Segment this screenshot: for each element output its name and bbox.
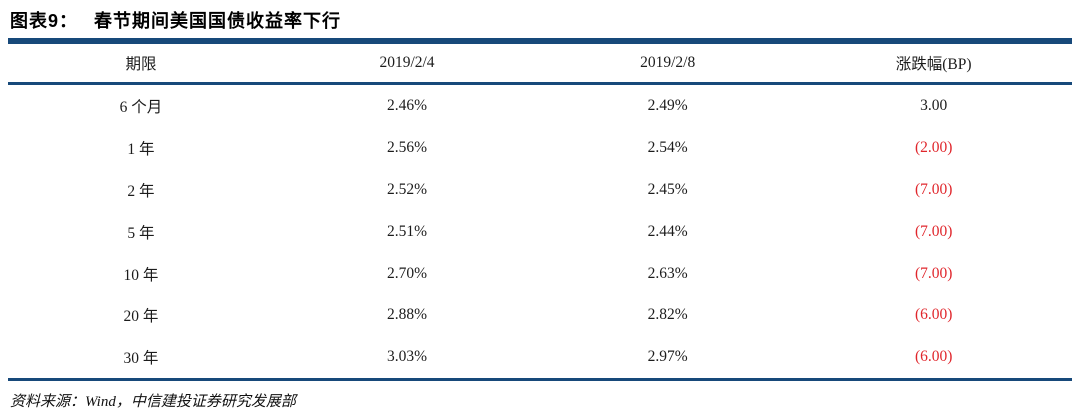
cell-term: 30 年 [123,350,159,368]
source-note: 资料来源：Wind，中信建投证券研究发展部 [10,394,296,411]
table-bottom-divider [8,378,1072,382]
cell-change-bp: (7.00) [914,180,953,198]
cell-yield-date2: 2.82% [647,306,688,324]
cell-yield-date1: 2.70% [386,264,428,282]
cell-yield-date2: 2.63% [647,264,688,282]
figure-label: 图表9： [10,11,79,31]
cell-yield-date1: 2.56% [386,138,428,156]
cell-change-bp: 3.00 [920,96,948,114]
cell-change-bp: (6.00) [914,306,953,324]
cell-yield-date2: 2.49% [647,96,688,114]
cell-change-bp: (7.00) [914,222,953,240]
cell-yield-date2: 2.45% [647,180,688,198]
table-body: 6 个月 2.46% 2.49% 3.00 1 年 2.56% 2.54% (2… [8,85,1072,378]
header-divider [8,82,1072,85]
column-header-date1: 2019/2/4 [379,54,435,71]
cell-term: 1 年 [127,140,155,158]
table-row: 20 年 2.88% 2.82% (6.00) [8,294,1072,336]
column-header-date2: 2019/2/8 [640,54,696,71]
column-header-term: 期限 [125,56,157,73]
column-header-change: 涨跌幅(BP) [895,56,972,73]
table-row: 1 年 2.56% 2.54% (2.00) [8,127,1072,169]
cell-change-bp: (7.00) [914,264,953,282]
table-header-row: 期限 2019/2/4 2019/2/8 涨跌幅(BP) [8,44,1072,82]
cell-change-bp: (2.00) [914,138,953,156]
table-row: 2 年 2.52% 2.45% (7.00) [8,169,1072,211]
cell-change-bp: (6.00) [914,348,953,366]
cell-yield-date2: 2.54% [647,138,688,156]
cell-term: 10 年 [123,266,159,284]
table-row: 5 年 2.51% 2.44% (7.00) [8,211,1072,253]
table-row: 6 个月 2.46% 2.49% 3.00 [8,85,1072,127]
cell-yield-date1: 2.88% [386,306,428,324]
cell-yield-date1: 2.46% [386,96,428,114]
cell-term: 2 年 [127,182,155,200]
table-row: 10 年 2.70% 2.63% (7.00) [8,253,1072,295]
cell-term: 20 年 [123,308,159,326]
cell-yield-date1: 3.03% [386,348,428,366]
cell-yield-date1: 2.51% [386,222,428,240]
cell-term: 5 年 [127,224,155,242]
title-divider [8,38,1072,44]
cell-term: 6 个月 [119,98,163,116]
cell-yield-date2: 2.44% [647,222,688,240]
cell-yield-date1: 2.52% [386,180,428,198]
figure-title: 春节期间美国国债收益率下行 [94,11,342,31]
table-row: 30 年 3.03% 2.97% (6.00) [8,336,1072,378]
figure-header: 图表9： 春节期间美国国债收益率下行 [8,0,1072,38]
cell-yield-date2: 2.97% [647,348,688,366]
